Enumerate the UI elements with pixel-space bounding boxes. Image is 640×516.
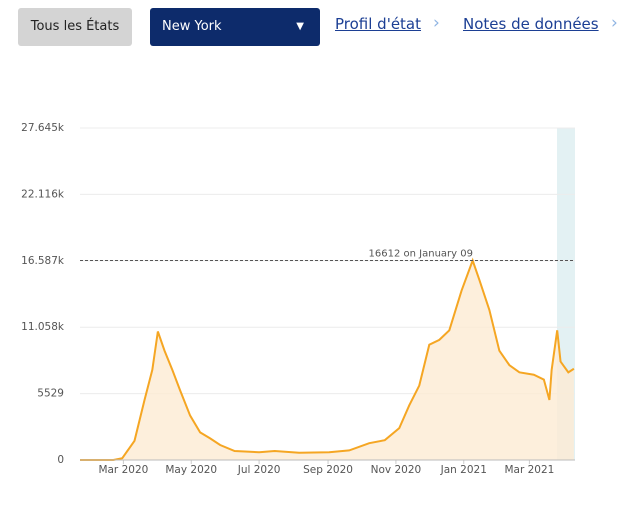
y-tick-label: 22.116k bbox=[21, 188, 65, 200]
reference-label: 16612 on January 09 bbox=[369, 248, 473, 259]
chevron: › bbox=[433, 13, 440, 33]
y-tick-label: 5529 bbox=[37, 388, 64, 400]
y-tick-label: 0 bbox=[57, 454, 64, 466]
notes-link[interactable]: Notes de données bbox=[463, 15, 599, 33]
area bbox=[80, 260, 574, 460]
state-dropdown[interactable]: New York ▼ bbox=[150, 8, 320, 46]
dropdown-arrow: ▼ bbox=[296, 21, 304, 32]
y-tick-label: 27.645k bbox=[21, 122, 65, 134]
all-states-button[interactable]: Tous les États bbox=[18, 8, 132, 46]
x-tick-label: May 2020 bbox=[165, 464, 217, 476]
x-tick-label: Jan 2021 bbox=[440, 464, 487, 476]
dropdown-value: New York bbox=[162, 19, 222, 34]
x-tick-label: Jul 2020 bbox=[237, 464, 281, 476]
y-tick-label: 11.058k bbox=[21, 321, 65, 333]
x-tick-label: Sep 2020 bbox=[303, 464, 353, 476]
chevron: › bbox=[611, 13, 618, 33]
profile-link[interactable]: Profil d'état bbox=[335, 15, 422, 33]
y-tick-label: 16.587k bbox=[21, 255, 65, 267]
x-tick-label: Nov 2020 bbox=[371, 464, 422, 476]
x-tick-label: Mar 2020 bbox=[98, 464, 148, 476]
x-tick-label: Mar 2021 bbox=[504, 464, 554, 476]
line bbox=[80, 257, 575, 461]
